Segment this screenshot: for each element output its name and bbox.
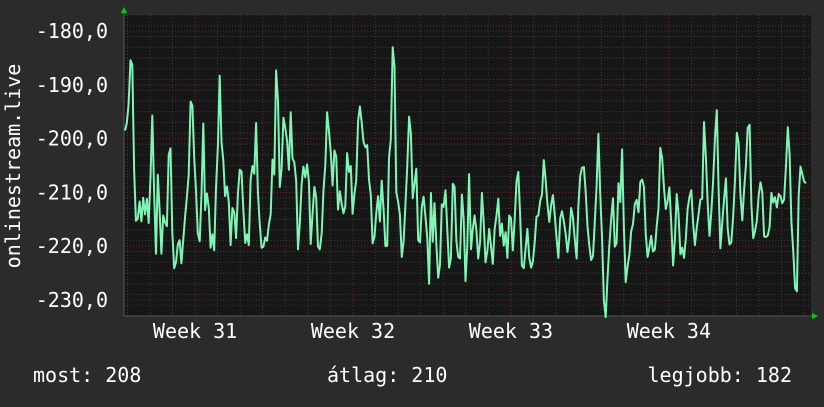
x-tick-labels: Week 31 Week 32 Week 33 Week 34 <box>153 319 711 343</box>
plot-area <box>124 15 811 316</box>
x-tick-label: Week 33 <box>469 319 553 343</box>
y-tick-label: -190,0 <box>36 73 108 97</box>
footer-best: legjobb: 182 <box>648 363 793 387</box>
footer-average: átlag: 210 <box>327 363 447 387</box>
x-axis-arrow <box>124 313 818 319</box>
y-tick-label: -230,0 <box>36 288 108 312</box>
y-tick-label: -200,0 <box>36 127 108 151</box>
x-tick-label: Week 32 <box>311 319 395 343</box>
y-axis-label: onlinestream.live <box>1 64 25 269</box>
y-tick-label: -210,0 <box>36 180 108 204</box>
y-tick-labels: -180,0 -190,0 -200,0 -210,0 -220,0 -230,0 <box>36 19 108 312</box>
y-tick-label: -220,0 <box>36 234 108 258</box>
x-tick-label: Week 34 <box>627 319 711 343</box>
x-tick-label: Week 31 <box>153 319 237 343</box>
y-axis-arrow <box>121 7 127 316</box>
series-line <box>124 46 807 319</box>
y-tick-label: -180,0 <box>36 19 108 43</box>
footer-current: most: 208 <box>33 363 141 387</box>
